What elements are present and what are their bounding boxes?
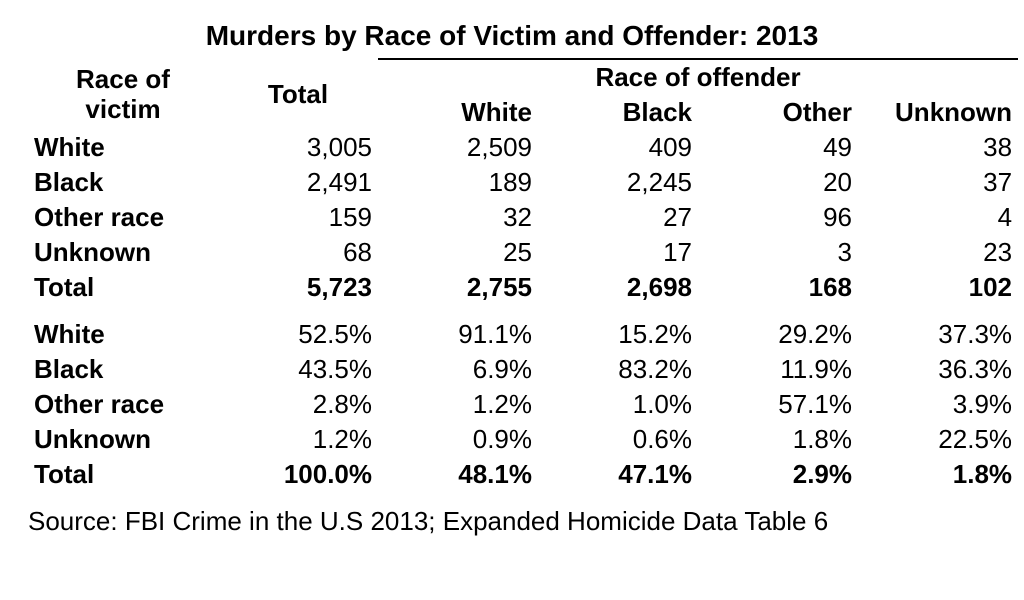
total-header: Total (218, 59, 378, 130)
cell: 3,005 (218, 130, 378, 165)
cell: 0.6% (538, 422, 698, 457)
cell: 48.1% (378, 457, 538, 492)
row-label: White (28, 130, 218, 165)
cell: 57.1% (698, 387, 858, 422)
cell: 22.5% (858, 422, 1018, 457)
row-label: White (28, 305, 218, 352)
cell: 25 (378, 235, 538, 270)
cell: 6.9% (378, 352, 538, 387)
row-label: Black (28, 165, 218, 200)
table-row: White 52.5% 91.1% 15.2% 29.2% 37.3% (28, 305, 1018, 352)
table-row-total: Total 100.0% 48.1% 47.1% 2.9% 1.8% (28, 457, 1018, 492)
cell: 52.5% (218, 305, 378, 352)
cell: 36.3% (858, 352, 1018, 387)
cell: 1.2% (378, 387, 538, 422)
table-row: Unknown 68 25 17 3 23 (28, 235, 1018, 270)
row-label: Total (28, 270, 218, 305)
cell: 2,755 (378, 270, 538, 305)
cell: 4 (858, 200, 1018, 235)
cell: 1.8% (698, 422, 858, 457)
cell: 189 (378, 165, 538, 200)
cell: 0.9% (378, 422, 538, 457)
cell: 2,491 (218, 165, 378, 200)
victim-header: Race of victim (28, 59, 218, 130)
cell: 2,509 (378, 130, 538, 165)
table-row-total: Total 5,723 2,755 2,698 168 102 (28, 270, 1018, 305)
data-table: Race of victim Total Race of offender Wh… (28, 58, 1018, 492)
cell: 23 (858, 235, 1018, 270)
cell: 29.2% (698, 305, 858, 352)
row-label: Other race (28, 387, 218, 422)
cell: 1.2% (218, 422, 378, 457)
cell: 38 (858, 130, 1018, 165)
cell: 159 (218, 200, 378, 235)
row-label: Unknown (28, 235, 218, 270)
source-text: Source: FBI Crime in the U.S 2013; Expan… (28, 506, 996, 537)
cell: 2,698 (538, 270, 698, 305)
cell: 32 (378, 200, 538, 235)
cell: 3 (698, 235, 858, 270)
row-label: Unknown (28, 422, 218, 457)
cell: 20 (698, 165, 858, 200)
cell: 2,245 (538, 165, 698, 200)
col-header-other: Other (698, 95, 858, 130)
table-row: Black 2,491 189 2,245 20 37 (28, 165, 1018, 200)
table-row: White 3,005 2,509 409 49 38 (28, 130, 1018, 165)
cell: 49 (698, 130, 858, 165)
cell: 27 (538, 200, 698, 235)
table-row: Unknown 1.2% 0.9% 0.6% 1.8% 22.5% (28, 422, 1018, 457)
table-row: Other race 159 32 27 96 4 (28, 200, 1018, 235)
victim-header-line2: victim (85, 94, 160, 124)
cell: 102 (858, 270, 1018, 305)
cell: 83.2% (538, 352, 698, 387)
cell: 91.1% (378, 305, 538, 352)
row-label: Other race (28, 200, 218, 235)
table-row: Black 43.5% 6.9% 83.2% 11.9% 36.3% (28, 352, 1018, 387)
col-header-unknown: Unknown (858, 95, 1018, 130)
cell: 47.1% (538, 457, 698, 492)
page-title: Murders by Race of Victim and Offender: … (28, 20, 996, 52)
cell: 17 (538, 235, 698, 270)
offender-header: Race of offender (378, 59, 1018, 95)
cell: 2.8% (218, 387, 378, 422)
cell: 168 (698, 270, 858, 305)
cell: 5,723 (218, 270, 378, 305)
cell: 2.9% (698, 457, 858, 492)
row-label: Black (28, 352, 218, 387)
cell: 68 (218, 235, 378, 270)
victim-header-line1: Race of (76, 64, 170, 94)
cell: 96 (698, 200, 858, 235)
cell: 3.9% (858, 387, 1018, 422)
col-header-white: White (378, 95, 538, 130)
cell: 409 (538, 130, 698, 165)
cell: 11.9% (698, 352, 858, 387)
table-header-row-1: Race of victim Total Race of offender (28, 59, 1018, 95)
cell: 100.0% (218, 457, 378, 492)
cell: 15.2% (538, 305, 698, 352)
row-label: Total (28, 457, 218, 492)
col-header-black: Black (538, 95, 698, 130)
cell: 1.0% (538, 387, 698, 422)
cell: 1.8% (858, 457, 1018, 492)
cell: 37 (858, 165, 1018, 200)
cell: 37.3% (858, 305, 1018, 352)
cell: 43.5% (218, 352, 378, 387)
table-row: Other race 2.8% 1.2% 1.0% 57.1% 3.9% (28, 387, 1018, 422)
